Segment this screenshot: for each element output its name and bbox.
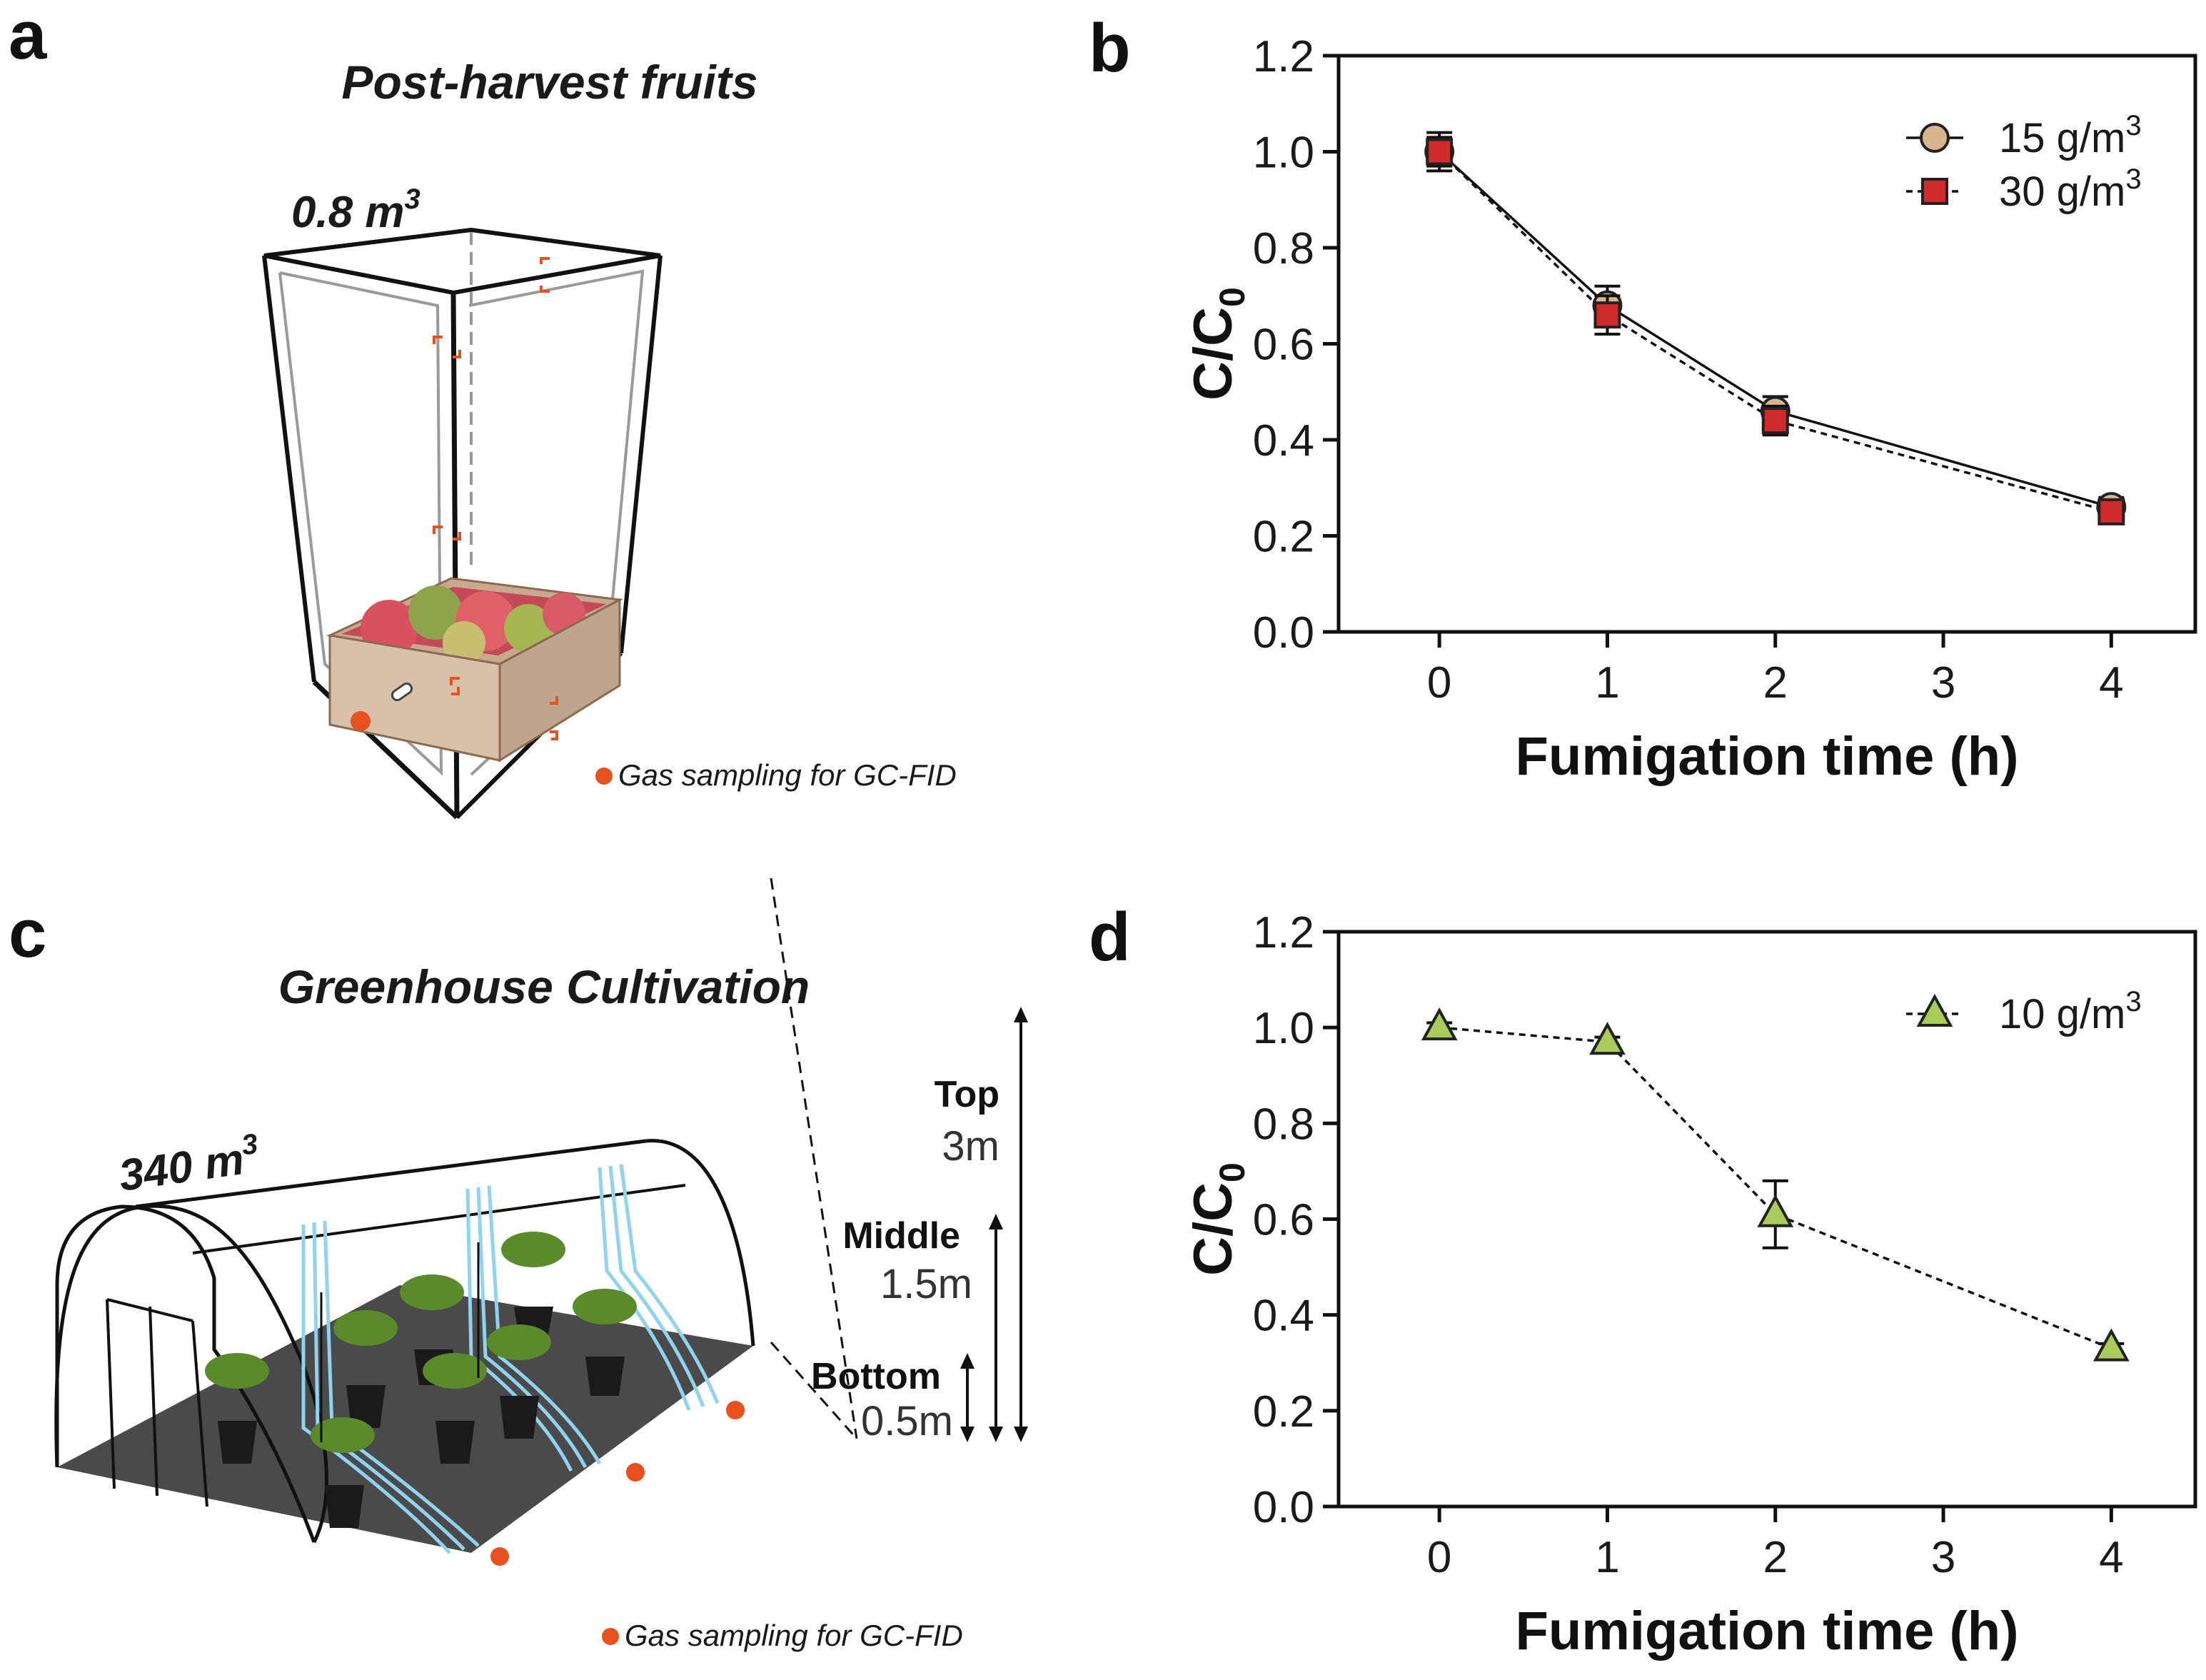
y-tick-label: 0.4 <box>1253 416 1314 466</box>
height-value-bottom: 0.5m <box>861 1398 953 1444</box>
panel-a-volume: 0.8 m3 <box>291 183 420 237</box>
panel-b: b 0.0 0.2 0.4 0.6 0.8 1.0 1.2 0 1 2 3 4 Fumigation t… <box>1089 10 2197 787</box>
legend-label-1: 30 g/m3 <box>1999 164 2142 215</box>
y-tick-label: 1.0 <box>1253 1004 1314 1053</box>
panel-a: a Post-harvest fruits 0.8 m3 <box>9 0 957 820</box>
height-scale <box>960 1007 1028 1442</box>
x-tick-label: 4 <box>2099 1533 2123 1582</box>
panel-a-note: Gas sampling for GC-FID <box>618 758 957 792</box>
chart-b: 0.0 0.2 0.4 0.6 0.8 1.0 1.2 0 1 2 3 4 Fumigation tim… <box>1183 32 2197 787</box>
sampling-legend-dot <box>602 1628 619 1645</box>
data-point-1-1 <box>1593 301 1621 329</box>
x-tick-label: 4 <box>2099 658 2123 708</box>
sampling-point <box>726 1401 745 1419</box>
data-point-1-3 <box>2097 498 2125 525</box>
legend-marker-0 <box>1920 123 1950 153</box>
data-point-1-0 <box>1426 138 1454 166</box>
y-tick-label: 0.4 <box>1253 1292 1314 1341</box>
data-point-1-2 <box>1761 407 1789 435</box>
greenhouse-illustration <box>54 877 858 1566</box>
panel-c-note: Gas sampling for GC-FID <box>625 1619 963 1652</box>
y-tick-label: 0.6 <box>1253 321 1314 370</box>
panel-a-title: Post-harvest fruits <box>341 56 757 109</box>
y-tick-label: 1.2 <box>1253 32 1314 81</box>
sampling-point <box>490 1547 509 1566</box>
sampling-point <box>626 1463 645 1482</box>
height-label-top: Top <box>935 1074 999 1115</box>
chamber-illustration <box>262 227 663 820</box>
sampling-point <box>351 711 371 731</box>
legend-marker-1 <box>1921 178 1948 205</box>
x-tick-label: 2 <box>1763 1533 1788 1582</box>
y-axis-label: C/C0 <box>1183 287 1252 401</box>
legend-label-0: 15 g/m3 <box>1999 110 2142 161</box>
height-label-middle: Middle <box>842 1215 960 1257</box>
chart-d: 0.0 0.2 0.4 0.6 0.8 1.0 1.2 0 1 2 3 4 Fumigation tim… <box>1183 908 2197 1661</box>
y-tick-label: 0.6 <box>1253 1196 1314 1245</box>
panel-letter-a: a <box>9 0 47 74</box>
panel-letter-d: d <box>1089 899 1131 975</box>
panel-c-title: Greenhouse Cultivation <box>278 960 810 1013</box>
legend-label-0: 10 g/m3 <box>1999 986 2142 1037</box>
panel-c: c Greenhouse Cultivation 340 m3 <box>9 877 1028 1652</box>
y-tick-label: 0.0 <box>1253 1483 1314 1532</box>
x-tick-label: 0 <box>1427 1533 1451 1582</box>
panel-letter-c: c <box>9 895 46 972</box>
y-tick-label: 0.0 <box>1253 608 1314 658</box>
x-tick-label: 1 <box>1595 658 1619 708</box>
x-axis-label: Fumigation time (h) <box>1515 726 2018 787</box>
data-point-0-2 <box>1757 1194 1794 1227</box>
height-label-bottom: Bottom <box>811 1356 941 1397</box>
x-tick-label: 0 <box>1427 658 1451 708</box>
y-tick-label: 0.2 <box>1253 513 1314 562</box>
series-line-0 <box>1439 1026 2112 1350</box>
y-tick-label: 1.0 <box>1253 129 1314 178</box>
y-tick-label: 1.2 <box>1253 908 1314 957</box>
x-tick-label: 2 <box>1763 658 1788 708</box>
y-axis-label: C/C0 <box>1183 1162 1252 1276</box>
panel-letter-b: b <box>1089 10 1131 86</box>
series-line-0 <box>1438 151 2112 508</box>
x-tick-label: 3 <box>1931 658 1955 708</box>
y-tick-label: 0.2 <box>1253 1387 1314 1437</box>
legend-marker-0 <box>1916 993 1953 1027</box>
data-point-0-1 <box>1589 1022 1626 1055</box>
plants <box>205 1232 637 1528</box>
data-point-0-0 <box>1421 1007 1458 1041</box>
series-line-1 <box>1438 151 2112 513</box>
x-tick-label: 1 <box>1595 1533 1619 1582</box>
x-tick-label: 3 <box>1931 1533 1955 1582</box>
height-value-middle: 1.5m <box>880 1261 972 1307</box>
y-tick-label: 0.8 <box>1253 224 1314 273</box>
panel-d: d 0.0 0.2 0.4 0.6 0.8 1.0 1.2 0 1 2 3 4 Fumigation t… <box>1089 899 2197 1661</box>
y-tick-label: 0.8 <box>1253 1100 1314 1149</box>
x-axis-label: Fumigation time (h) <box>1515 1601 2018 1661</box>
panel-c-volume: 340 m3 <box>116 1128 263 1201</box>
sampling-legend-dot <box>595 768 613 785</box>
height-value-top: 3m <box>942 1123 999 1170</box>
data-point-0-3 <box>2092 1328 2130 1362</box>
